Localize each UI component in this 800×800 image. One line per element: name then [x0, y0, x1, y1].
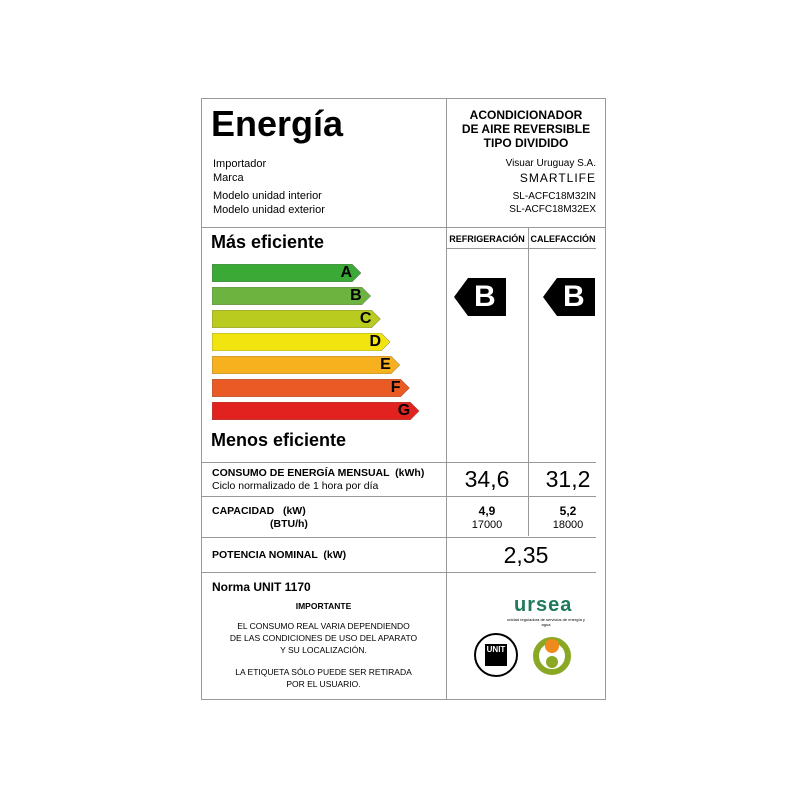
- efficiency-bar-a: A: [212, 264, 362, 282]
- consumption-label: CONSUMO DE ENERGÍA MENSUAL (kWh): [212, 467, 425, 479]
- notice-line: Y SU LOCALIZACIÓN.: [280, 645, 367, 655]
- unit-seal-icon: UNIT: [474, 633, 518, 677]
- divider: [201, 227, 606, 228]
- important-title: IMPORTANTE: [295, 601, 352, 611]
- bar-letter: C: [359, 310, 372, 327]
- outdoor-model-value: SL-ACFC18M32EX: [509, 204, 596, 215]
- importer-value: Visuar Uruguay S.A.: [505, 158, 596, 169]
- bar-letter: E: [380, 356, 391, 373]
- bar-letter: D: [369, 333, 382, 350]
- bar-letter: F: [390, 379, 401, 396]
- cooling-capacity-kw: 4,9: [478, 504, 496, 518]
- cooling-consumption: 34,6: [464, 466, 510, 492]
- cooling-capacity-btu: 17000: [471, 519, 503, 531]
- cooling-header: REFRIGERACIÓN: [449, 234, 525, 244]
- ursea-subtitle: unidad reguladora de servicios de energí…: [507, 617, 585, 627]
- divider: [201, 537, 596, 538]
- divider: [446, 248, 596, 249]
- notice-line: POR EL USUARIO.: [286, 679, 361, 689]
- power-value: 2,35: [503, 542, 549, 568]
- heating-rating: B: [563, 280, 585, 313]
- consumption-sublabel: Ciclo normalizado de 1 hora por día: [212, 480, 379, 492]
- least-efficient-label: Menos eficiente: [211, 430, 347, 450]
- norm-label: Norma UNIT 1170: [212, 580, 311, 594]
- divider: [528, 227, 529, 536]
- ursea-logo: ursea: [514, 594, 573, 616]
- importer-label: Importador: [213, 158, 267, 170]
- heating-rating-arrow: B: [543, 278, 595, 316]
- efficiency-bar-b: B: [212, 287, 372, 305]
- efficiency-bar-c: C: [212, 310, 381, 328]
- efficiency-bar-d: D: [212, 333, 391, 351]
- divider: [201, 572, 596, 573]
- product-type-line: DE AIRE REVERSIBLE: [461, 122, 591, 136]
- efficiency-bar-g: G: [212, 402, 420, 420]
- important-notice: IMPORTANTE EL CONSUMO REAL VARIA DEPENDI…: [201, 600, 446, 690]
- indoor-model-label: Modelo unidad interior: [213, 190, 322, 202]
- notice-line: EL CONSUMO REAL VARIA DEPENDIENDO: [237, 621, 410, 631]
- divider: [446, 98, 447, 700]
- heating-capacity-btu: 18000: [552, 519, 584, 531]
- product-type: ACONDICIONADOR DE AIRE REVERSIBLE TIPO D…: [446, 108, 606, 150]
- most-efficient-label: Más eficiente: [211, 232, 325, 252]
- product-type-line: TIPO DIVIDIDO: [483, 136, 569, 150]
- product-type-line: ACONDICIONADOR: [469, 108, 583, 122]
- unit-logo-text: UNIT: [485, 644, 507, 666]
- indoor-model-value: SL-ACFC18M32IN: [512, 191, 596, 202]
- bar-letter: B: [350, 287, 362, 304]
- power-label: POTENCIA NOMINAL (kW): [212, 549, 347, 561]
- brand-label: Marca: [213, 172, 244, 184]
- capacity-sublabel: (BTU/h): [270, 518, 308, 530]
- notice-line: DE LAS CONDICIONES DE USO DEL APARATO: [229, 633, 418, 643]
- efficiency-seal-icon: [527, 630, 577, 675]
- energy-label: [201, 98, 606, 700]
- efficiency-bar-f: F: [212, 379, 411, 397]
- heating-capacity-kw: 5,2: [559, 504, 577, 518]
- bar-letter: A: [340, 264, 352, 281]
- cooling-rating-arrow: B: [454, 278, 506, 316]
- page-title: Energía: [211, 103, 344, 144]
- bar-letter: G: [397, 402, 411, 419]
- capacity-label: CAPACIDAD (kW): [212, 505, 306, 517]
- divider: [201, 462, 596, 463]
- divider: [201, 496, 596, 497]
- efficiency-bar-e: E: [212, 356, 401, 374]
- heating-consumption: 31,2: [545, 466, 591, 492]
- outdoor-model-label: Modelo unidad exterior: [213, 204, 325, 216]
- brand-value: SMARTLIFE: [519, 171, 596, 185]
- cooling-rating: B: [474, 280, 496, 313]
- notice-line: LA ETIQUETA SÓLO PUEDE SER RETIRADA: [235, 667, 412, 677]
- heating-header: CALEFACCIÓN: [530, 234, 596, 244]
